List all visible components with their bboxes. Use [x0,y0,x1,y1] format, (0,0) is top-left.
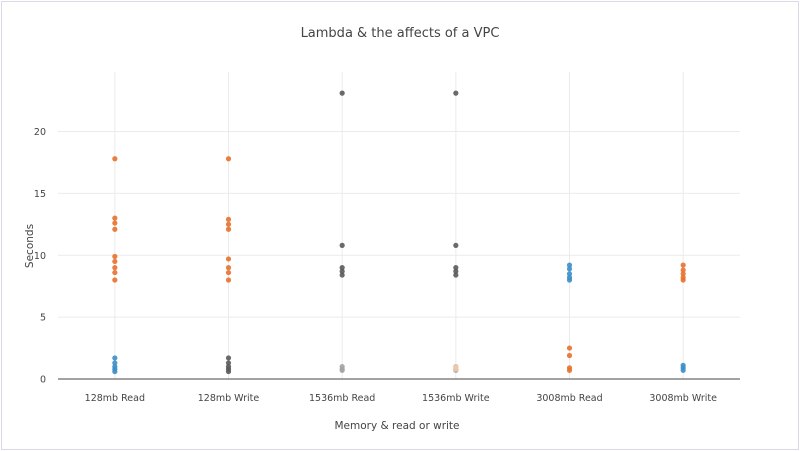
data-point[interactable] [225,277,232,283]
x-tick-label: 1536mb Write [422,393,490,404]
data-point[interactable] [339,268,345,274]
data-point[interactable] [566,277,573,283]
data-point[interactable] [225,156,232,162]
data-point[interactable] [566,266,573,272]
data-point[interactable] [225,221,232,227]
data-point[interactable] [112,226,118,232]
y-tick-label: 20 [34,127,46,138]
x-tick-labels: 128mb Read 128mb Write 1536mb Read 1536mb W… [85,393,717,404]
data-point[interactable] [112,355,118,361]
data-point[interactable] [453,272,459,278]
data-point[interactable] [453,265,459,271]
chart-title: Lambda & the affects of a VPC [301,26,500,41]
data-point[interactable] [225,269,232,276]
data-point[interactable] [453,268,459,274]
data-point[interactable] [112,156,118,162]
data-point[interactable] [453,366,459,372]
data-point[interactable] [112,215,118,221]
data-point[interactable] [566,367,573,373]
data-point[interactable] [112,269,118,276]
x-tick-label: 3008mb Write [649,393,717,404]
data-point[interactable] [566,262,573,268]
data-point[interactable] [225,355,232,361]
data-point[interactable] [566,271,573,277]
data-point[interactable] [680,271,686,277]
data-point[interactable] [112,360,118,366]
data-point[interactable] [339,265,345,271]
data-points [112,90,686,375]
x-tick-label: 1536mb Read [309,393,375,404]
data-point[interactable] [225,226,232,232]
data-point[interactable] [680,267,686,273]
data-point[interactable] [112,277,118,283]
x-axis-title: Memory & read or write [334,420,459,432]
y-tick-label: 10 [34,251,46,262]
y-axis-title: Seconds [24,224,36,268]
data-point[interactable] [680,277,686,283]
data-point[interactable] [566,352,573,359]
x-tick-label: 3008mb Read [536,393,602,404]
grid [58,72,740,379]
data-point[interactable] [225,265,232,271]
data-point[interactable] [112,253,118,260]
y-tick-labels: 0 5 10 15 20 [34,127,46,386]
data-point[interactable] [680,367,686,373]
data-point[interactable] [339,272,345,278]
x-tick-label: 128mb Write [198,393,260,404]
x-tick-label: 128mb Read [85,393,145,404]
data-point[interactable] [453,90,459,96]
data-point[interactable] [680,262,686,268]
data-point[interactable] [112,265,118,271]
data-point[interactable] [225,256,232,262]
data-point[interactable] [453,242,459,248]
y-tick-label: 0 [40,375,46,386]
data-point[interactable] [339,242,345,248]
y-tick-label: 5 [40,313,46,324]
data-point[interactable] [112,258,118,265]
data-point[interactable] [225,216,232,222]
data-point[interactable] [225,368,232,375]
data-point[interactable] [566,345,573,351]
data-point[interactable] [339,90,345,96]
data-point[interactable] [339,367,345,373]
y-tick-label: 15 [34,189,46,200]
data-point[interactable] [225,360,232,366]
data-point[interactable] [112,220,118,226]
data-point[interactable] [112,368,118,375]
